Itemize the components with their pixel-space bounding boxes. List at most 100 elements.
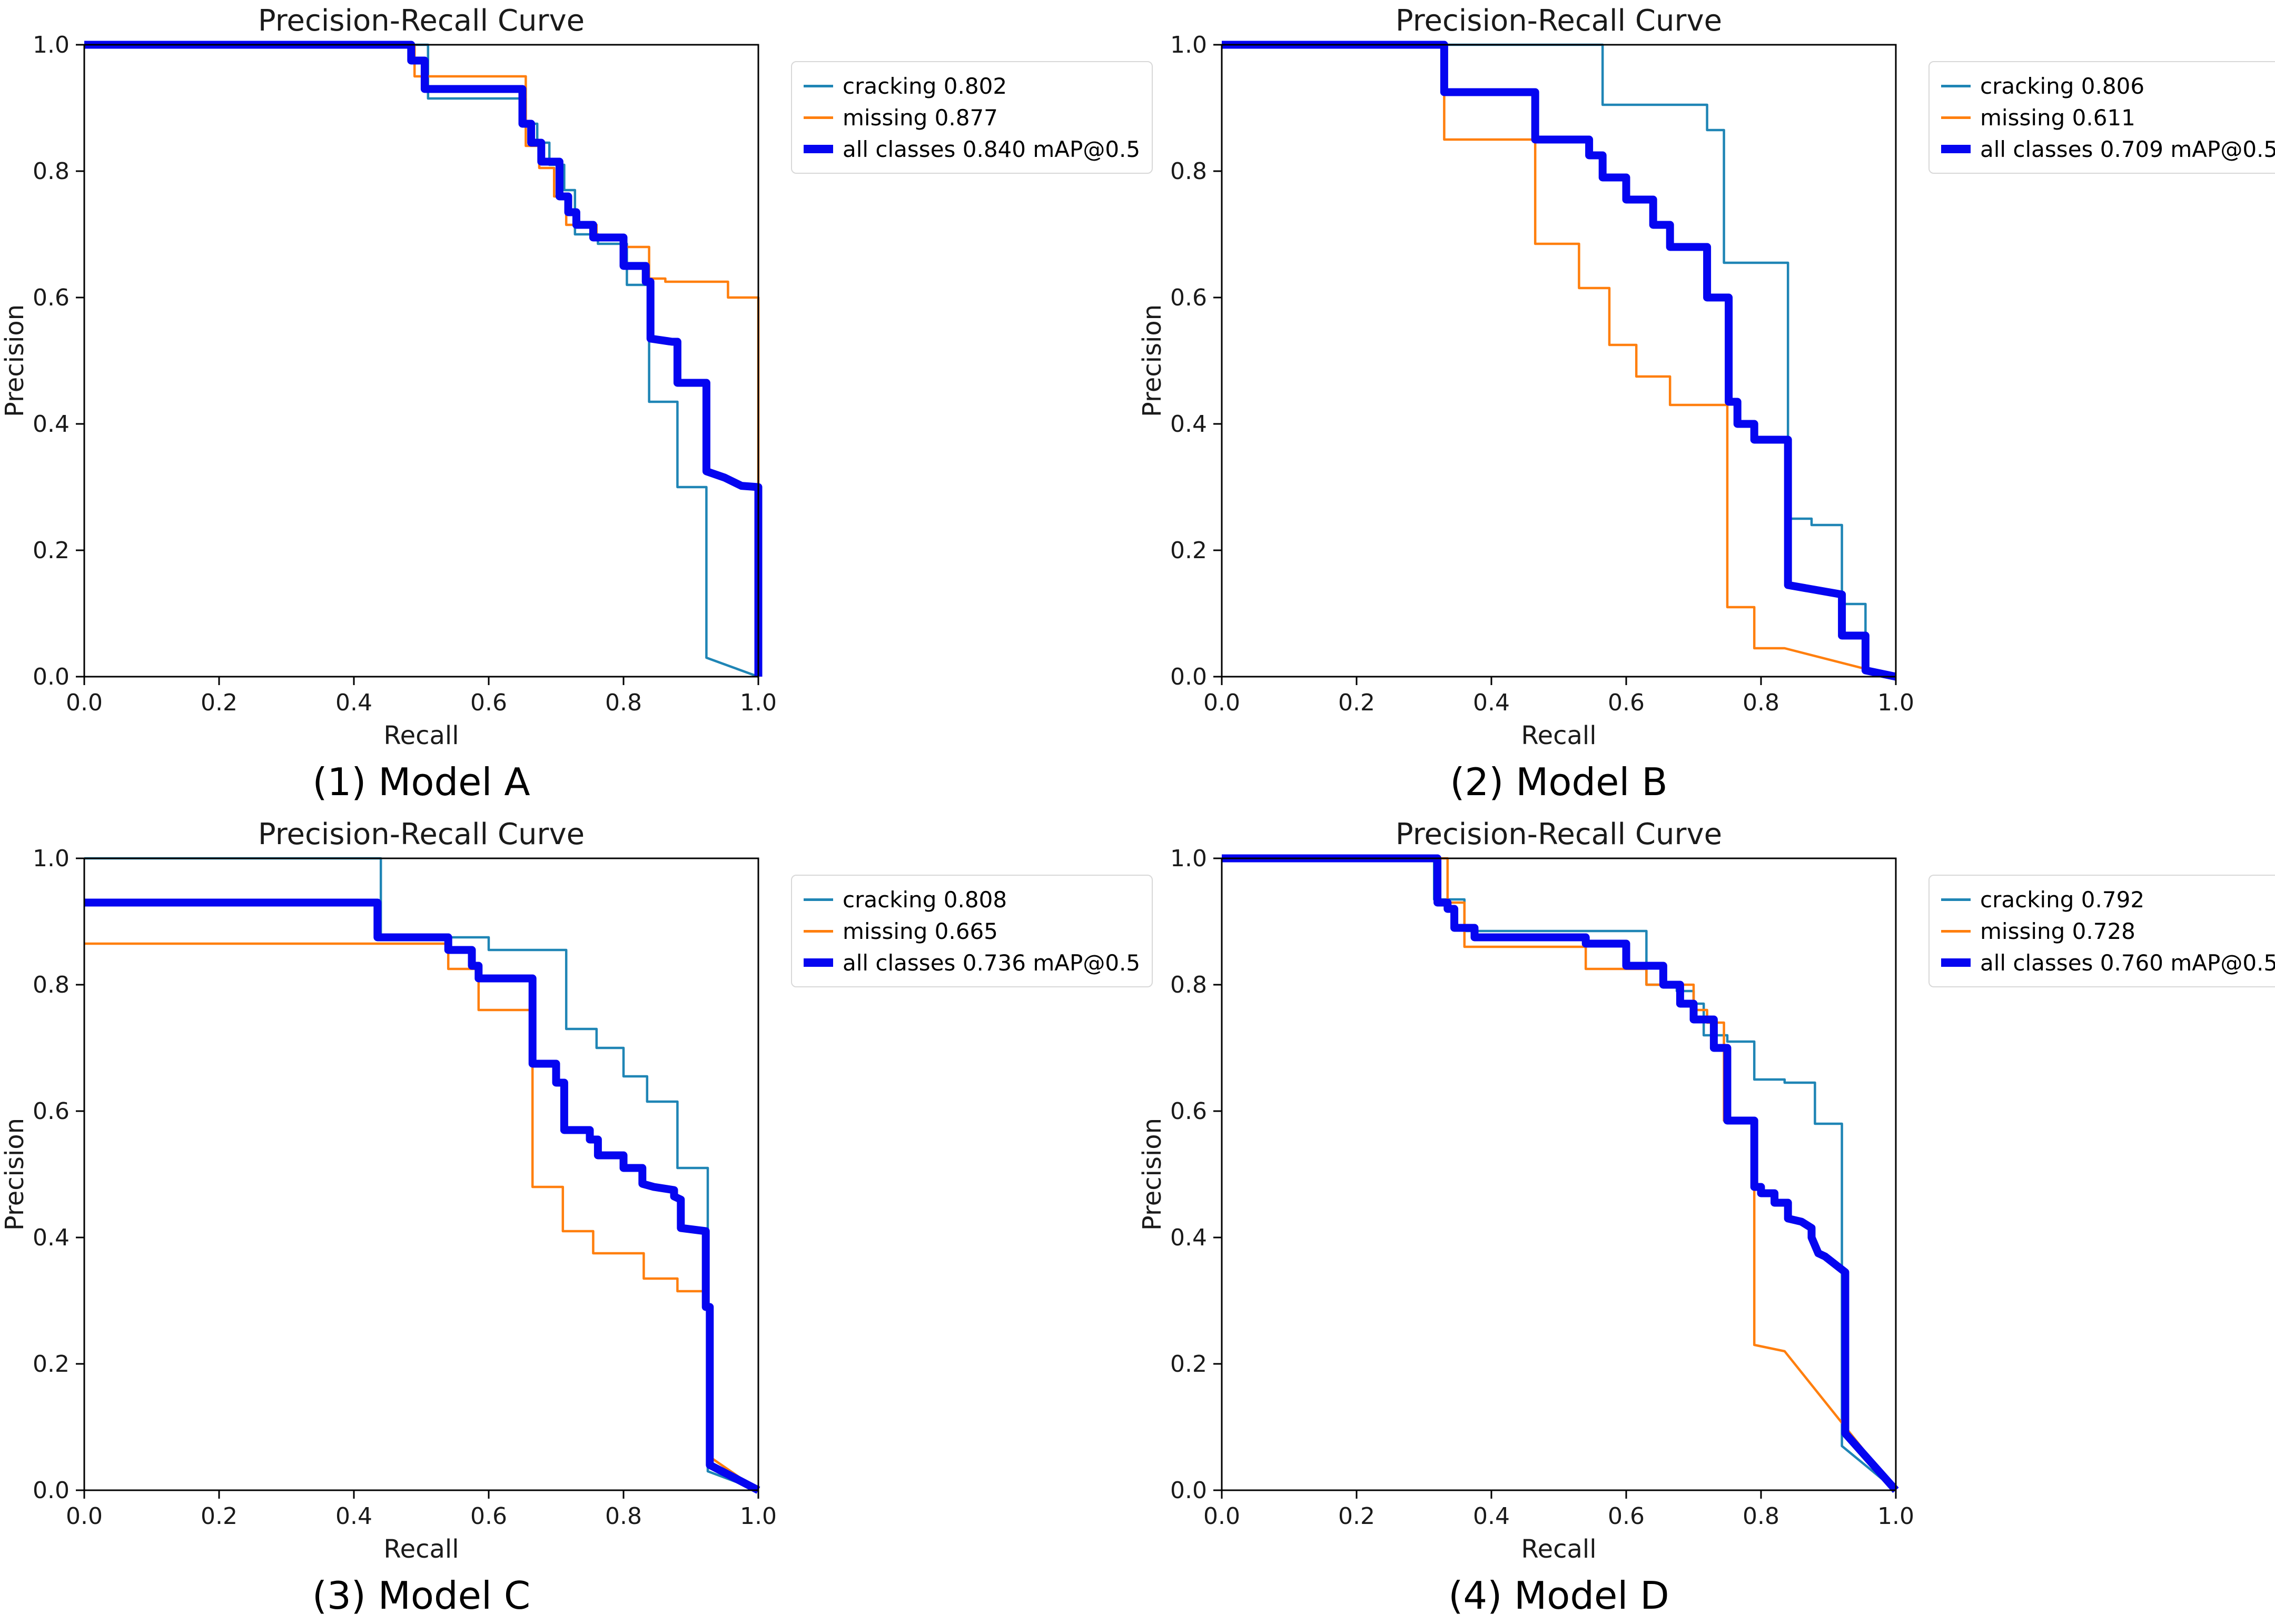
missing-line-swatch: [1941, 929, 1971, 933]
legend-item-cracking: cracking 0.808: [804, 886, 1140, 913]
cracking-line-swatch: [804, 898, 833, 901]
series-all-classes-line: [84, 898, 760, 1494]
panel-model-d: Precision-Recall Curve 0.0 0.2 0.4 0.6 0.8 1.0…: [1138, 814, 2275, 1624]
y-axis-label: Precision: [0, 304, 29, 417]
x-tick-label: 0.0: [66, 1503, 103, 1530]
y-tick-label: 0.6: [33, 284, 70, 311]
series-cracking-line: [84, 43, 759, 678]
pr-curve-chart-model-a: Precision-Recall Curve 0.0 0.2 0.4 0.6 0.8 1.0…: [0, 4, 777, 750]
x-tick-label: 1.0: [740, 689, 777, 716]
legend-item-missing: missing 0.728: [1941, 918, 2275, 944]
legend-label-all-classes: all classes 0.736 mAP@0.5: [843, 949, 1141, 976]
y-tick-label: 0.0: [33, 664, 70, 690]
y-tick-label: 0.2: [33, 537, 70, 564]
x-tick-label: 0.6: [470, 689, 507, 716]
legend-item-all-classes: all classes 0.709 mAP@0.5: [1941, 136, 2275, 162]
pr-curve-chart-model-d: Precision-Recall Curve 0.0 0.2 0.4 0.6 0.8 1.0…: [1138, 817, 1914, 1564]
chart-title: Precision-Recall Curve: [1396, 4, 1722, 38]
series-missing-line: [84, 43, 760, 677]
legend-label-cracking: cracking 0.806: [1980, 73, 2145, 99]
y-tick-label: 0.4: [33, 411, 70, 438]
y-tick-label: 0.8: [1170, 158, 1207, 185]
all-classes-line-swatch: [804, 958, 833, 967]
y-tick-label: 0.8: [1170, 972, 1207, 998]
chart-title: Precision-Recall Curve: [258, 817, 585, 851]
missing-line-swatch: [804, 116, 833, 119]
legend-item-missing: missing 0.611: [1941, 104, 2275, 131]
axes-frame: [83, 857, 759, 1491]
series-missing-line: [1222, 857, 1897, 1491]
y-tick-label: 1.0: [1170, 845, 1207, 872]
y-tick-label: 0.4: [1170, 411, 1207, 438]
missing-line-swatch: [1941, 116, 1971, 119]
x-tick-label: 0.8: [605, 689, 642, 716]
y-axis-label: Precision: [1138, 304, 1167, 417]
pr-curve-chart-model-b: Precision-Recall Curve 0.0 0.2 0.4 0.6 0.8 1.0…: [1138, 4, 1914, 750]
series-missing-line: [84, 942, 759, 1491]
series-cracking-line: [1222, 43, 1896, 678]
axes-frame: [83, 44, 759, 678]
x-tick-label: 0.4: [1473, 689, 1510, 716]
x-axis-label: Recall: [1521, 1534, 1596, 1564]
legend-label-missing: missing 0.877: [843, 104, 998, 131]
all-classes-line-swatch: [804, 145, 833, 153]
y-tick-label: 0.0: [1170, 1477, 1207, 1504]
legend-label-all-classes: all classes 0.840 mAP@0.5: [843, 136, 1141, 162]
series-all-classes-line: [1222, 854, 1899, 1493]
x-tick-label: 0.2: [1338, 689, 1375, 716]
panel-model-c: Precision-Recall Curve 0.0 0.2 0.4 0.6 0.8 1.0…: [0, 814, 1153, 1624]
y-axis-label: Precision: [1138, 1118, 1167, 1231]
x-tick-label: 0.2: [201, 689, 238, 716]
axes-frame: [1221, 44, 1897, 678]
series-all-classes-line: [1222, 41, 1897, 681]
legend-item-all-classes: all classes 0.760 mAP@0.5: [1941, 949, 2275, 976]
y-tick-label: 0.4: [33, 1224, 70, 1251]
legend-box: cracking 0.792 missing 0.728 all classes…: [1928, 875, 2275, 987]
legend-item-missing: missing 0.877: [804, 104, 1140, 131]
panel-caption: (2) Model B: [1450, 760, 1668, 804]
y-tick-label: 0.2: [1170, 537, 1207, 564]
x-tick-label: 0.0: [1203, 1503, 1240, 1530]
y-tick-label: 0.2: [1170, 1351, 1207, 1378]
legend-label-all-classes: all classes 0.760 mAP@0.5: [1980, 949, 2275, 976]
x-tick-label: 0.2: [1338, 1503, 1375, 1530]
y-tick-label: 0.4: [1170, 1224, 1207, 1251]
x-tick-label: 0.6: [470, 1503, 507, 1530]
cracking-line-swatch: [1941, 84, 1971, 87]
x-tick-label: 0.6: [1608, 689, 1645, 716]
x-tick-label: 0.6: [1608, 1503, 1645, 1530]
panel-caption: (3) Model C: [312, 1573, 531, 1618]
legend-item-cracking: cracking 0.802: [804, 73, 1140, 99]
series-all-classes-line: [84, 41, 763, 677]
y-tick-label: 1.0: [1170, 32, 1207, 58]
x-tick-label: 0.4: [335, 689, 372, 716]
y-tick-label: 0.8: [33, 972, 70, 998]
y-tick-label: 0.0: [33, 1477, 70, 1504]
x-tick-label: 0.8: [1743, 1503, 1779, 1530]
legend-label-missing: missing 0.665: [843, 918, 998, 944]
missing-line-swatch: [804, 929, 833, 933]
series-cracking-line: [84, 857, 759, 1492]
x-tick-label: 1.0: [1877, 689, 1914, 716]
x-axis-label: Recall: [383, 1534, 459, 1564]
legend-label-cracking: cracking 0.808: [843, 886, 1007, 913]
x-tick-label: 0.4: [335, 1503, 372, 1530]
axes-frame: [1221, 857, 1897, 1491]
y-tick-label: 0.6: [33, 1098, 70, 1125]
x-tick-label: 0.0: [1203, 689, 1240, 716]
legend-box: cracking 0.808 missing 0.665 all classes…: [791, 875, 1153, 987]
series-cracking-line: [1222, 857, 1897, 1491]
y-tick-label: 1.0: [33, 845, 70, 872]
y-axis-label: Precision: [0, 1118, 29, 1231]
all-classes-line-swatch: [1941, 958, 1971, 967]
legend-item-all-classes: all classes 0.736 mAP@0.5: [804, 949, 1140, 976]
cracking-line-swatch: [1941, 898, 1971, 901]
y-tick-label: 0.6: [1170, 284, 1207, 311]
panel-model-b: Precision-Recall Curve 0.0 0.2 0.4 0.6 0.8 1.0…: [1138, 0, 2275, 810]
x-tick-label: 0.0: [66, 689, 103, 716]
panel-caption: (4) Model D: [1448, 1573, 1669, 1618]
legend-item-all-classes: all classes 0.840 mAP@0.5: [804, 136, 1140, 162]
x-tick-label: 1.0: [740, 1503, 777, 1530]
y-tick-label: 0.2: [33, 1351, 70, 1378]
y-tick-label: 1.0: [33, 32, 70, 58]
